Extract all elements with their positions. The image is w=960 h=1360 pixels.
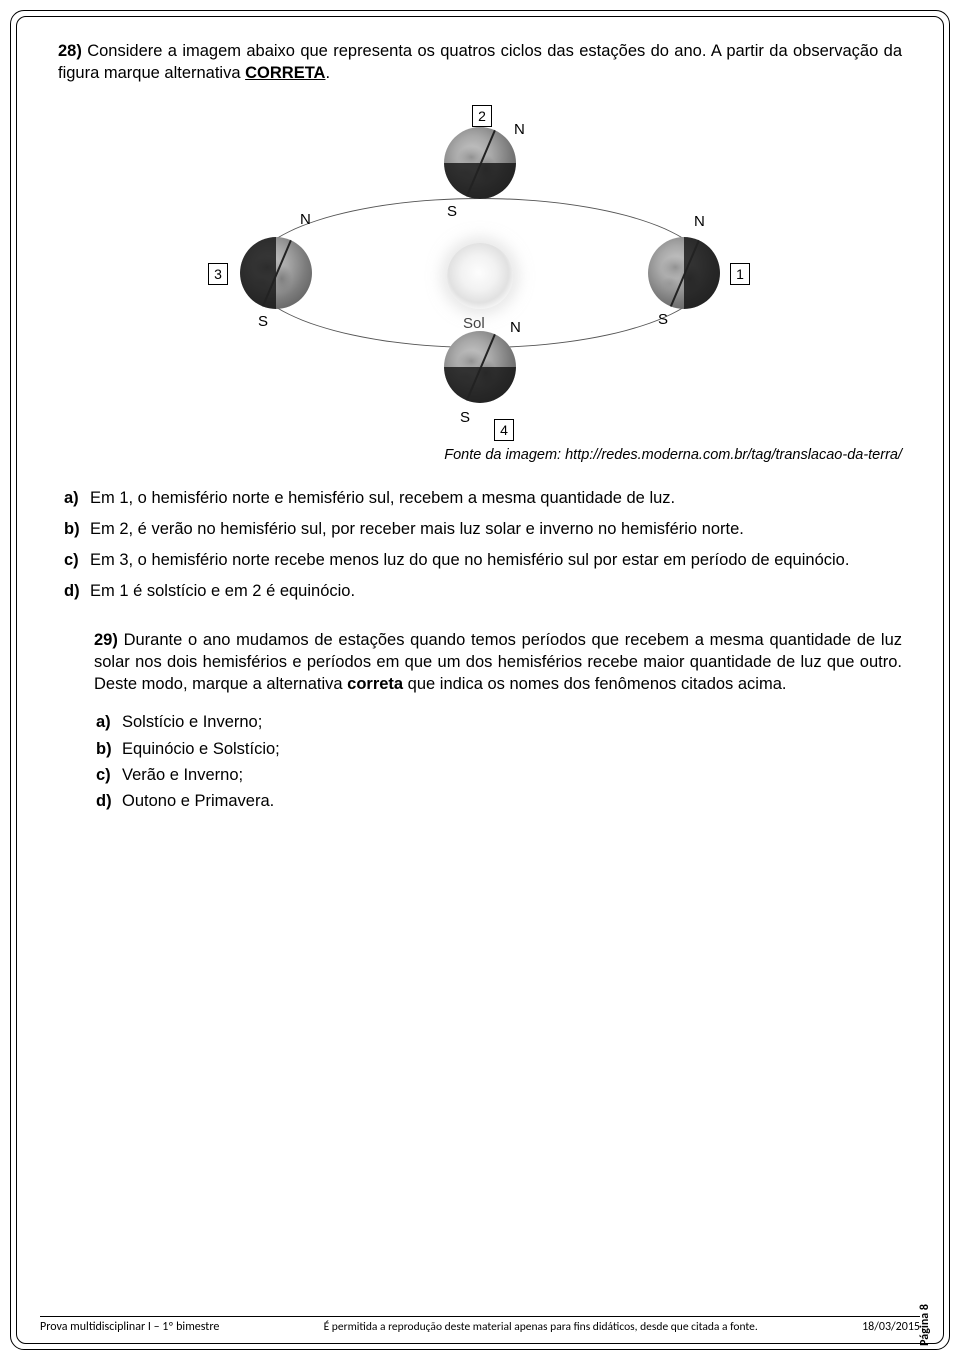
opt-letter-b: b) — [96, 738, 122, 760]
q29-correta: correta — [347, 675, 403, 693]
box-label-3: 3 — [208, 263, 228, 285]
earth-1 — [648, 237, 720, 309]
box-label-2: 2 — [472, 105, 492, 127]
sun-label: Sol — [463, 315, 485, 332]
question-29: 29) Durante o ano mudamos de estações qu… — [94, 629, 902, 813]
earth-3 — [240, 237, 312, 309]
earth-4 — [444, 331, 516, 403]
q28-prompt: 28) Considere a imagem abaixo que repres… — [58, 40, 902, 85]
translation-diagram: Sol 1 N S 2 N S 3 N S — [200, 103, 760, 443]
q28-correta: CORRETA — [245, 64, 325, 82]
q28-option-a: a) Em 1, o hemisfério norte e hemisfério… — [64, 487, 902, 509]
page-content: 28) Considere a imagem abaixo que repres… — [58, 40, 902, 1320]
q28-text-a: Considere a imagem abaixo que representa… — [58, 42, 902, 82]
footer-mid: É permitida a reprodução deste material … — [219, 1320, 862, 1334]
page-number: Página 8 — [918, 1304, 932, 1346]
q28-options: a) Em 1, o hemisfério norte e hemisfério… — [64, 487, 902, 603]
q28-option-b: b) Em 2, é verão no hemisfério sul, por … — [64, 518, 902, 540]
opt-letter-c: c) — [96, 764, 122, 786]
sun — [447, 243, 513, 309]
earth-4-N: N — [510, 319, 521, 336]
q29-option-b: b) Equinócio e Solstício; — [96, 738, 902, 760]
q28-opt-d-text: Em 1 é solstício e em 2 é equinócio. — [90, 580, 902, 602]
opt-letter-d: d) — [64, 580, 90, 602]
q29-opt-c-text: Verão e Inverno; — [122, 764, 902, 786]
q28-option-c: c) Em 3, o hemisfério norte recebe menos… — [64, 549, 902, 571]
figure-caption: Fonte da imagem: http://redes.moderna.co… — [58, 447, 902, 463]
q28-opt-a-text: Em 1, o hemisfério norte e hemisfério su… — [90, 487, 902, 509]
earth-3-N: N — [300, 211, 311, 228]
q29-opt-a-text: Solstício e Inverno; — [122, 711, 902, 733]
earth-1-N: N — [694, 213, 705, 230]
q28-number: 28) — [58, 42, 82, 60]
earth-2 — [444, 127, 516, 199]
page-footer: Prova multidisciplinar I – 1º bimestre É… — [40, 1316, 920, 1334]
earth-2-S: S — [447, 203, 457, 220]
q29-text-c: que indica os nomes dos fenômenos citado… — [403, 675, 786, 693]
q29-prompt: 29) Durante o ano mudamos de estações qu… — [94, 629, 902, 696]
q29-opt-d-text: Outono e Primavera. — [122, 790, 902, 812]
footer-left: Prova multidisciplinar I – 1º bimestre — [40, 1320, 219, 1334]
opt-letter-d: d) — [96, 790, 122, 812]
q29-option-a: a) Solstício e Inverno; — [96, 711, 902, 733]
opt-letter-c: c) — [64, 549, 90, 571]
q28-text-c: . — [325, 64, 330, 82]
earth-2-N: N — [514, 121, 525, 138]
q29-number: 29) — [94, 631, 118, 649]
q28-opt-b-text: Em 2, é verão no hemisfério sul, por rec… — [90, 518, 902, 540]
box-label-4: 4 — [494, 419, 514, 441]
earth-1-S: S — [658, 311, 668, 328]
q29-opt-b-text: Equinócio e Solstício; — [122, 738, 902, 760]
earth-4-S: S — [460, 409, 470, 426]
q28-option-d: d) Em 1 é solstício e em 2 é equinócio. — [64, 580, 902, 602]
q28-opt-c-text: Em 3, o hemisfério norte recebe menos lu… — [90, 549, 902, 571]
q29-option-c: c) Verão e Inverno; — [96, 764, 902, 786]
footer-right: 18/03/2015 — [862, 1320, 920, 1334]
q29-options: a) Solstício e Inverno; b) Equinócio e S… — [96, 711, 902, 812]
opt-letter-a: a) — [96, 711, 122, 733]
q29-option-d: d) Outono e Primavera. — [96, 790, 902, 812]
box-label-1: 1 — [730, 263, 750, 285]
earth-3-S: S — [258, 313, 268, 330]
opt-letter-b: b) — [64, 518, 90, 540]
question-28: 28) Considere a imagem abaixo que repres… — [58, 40, 902, 85]
opt-letter-a: a) — [64, 487, 90, 509]
